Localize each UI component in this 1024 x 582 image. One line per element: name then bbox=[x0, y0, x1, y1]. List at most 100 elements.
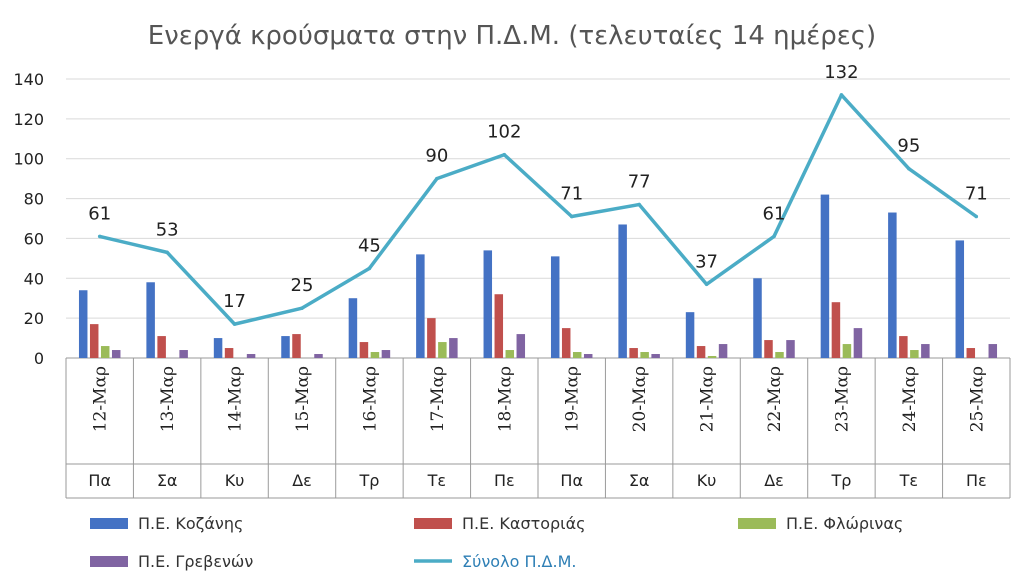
bar bbox=[314, 354, 323, 358]
legend-label: Π.Ε. Κοζάνης bbox=[138, 514, 243, 533]
bar-series bbox=[78, 194, 998, 358]
legend: Π.Ε. Κοζάνης Π.Ε. Καστοριάς Π.Ε. Φλώρινας Π… bbox=[90, 514, 903, 571]
bar bbox=[550, 256, 560, 358]
total-line bbox=[99, 93, 978, 326]
x-tick-label: 19-Μαρ bbox=[563, 366, 583, 432]
y-tick-label: 140 bbox=[13, 70, 44, 89]
y-tick-label: 0 bbox=[34, 349, 44, 368]
bar bbox=[281, 336, 290, 358]
bar bbox=[146, 282, 155, 358]
bar bbox=[629, 348, 638, 358]
bar bbox=[438, 342, 447, 358]
bar bbox=[494, 294, 504, 358]
bar bbox=[224, 348, 234, 358]
legend-label: Π.Ε. Φλώρινας bbox=[786, 514, 903, 533]
x-tick-label: 20-Μαρ bbox=[630, 366, 650, 432]
bar bbox=[157, 336, 166, 358]
x-day-label: Δε bbox=[764, 471, 784, 490]
bar bbox=[910, 350, 919, 358]
x-tick-label: 22-Μαρ bbox=[765, 366, 785, 432]
data-label: 95 bbox=[897, 136, 920, 157]
x-day-label: Τρ bbox=[830, 471, 851, 490]
y-tick-label: 100 bbox=[13, 150, 44, 169]
x-day-label: Πε bbox=[966, 471, 987, 490]
bar bbox=[988, 344, 998, 358]
y-tick-label: 40 bbox=[24, 269, 44, 288]
chart-title: Ενεργά κρούσματα στην Π.Δ.Μ. (τελευταίες… bbox=[148, 21, 876, 51]
bar bbox=[820, 194, 830, 358]
bar bbox=[955, 240, 965, 358]
bar bbox=[179, 350, 188, 358]
x-day-label: Δε bbox=[292, 471, 312, 490]
bar bbox=[246, 354, 256, 358]
line-point bbox=[502, 152, 507, 157]
bar bbox=[707, 356, 717, 358]
bar bbox=[753, 278, 762, 358]
data-label: 37 bbox=[695, 251, 718, 272]
line-point bbox=[569, 214, 574, 219]
legend-swatch bbox=[90, 518, 128, 529]
bar bbox=[561, 328, 571, 358]
bar bbox=[696, 346, 706, 358]
gridlines bbox=[66, 78, 1010, 319]
line-point bbox=[637, 202, 641, 207]
line-point bbox=[839, 93, 844, 97]
x-day-label: Τρ bbox=[358, 471, 379, 490]
x-tick-label: 18-Μαρ bbox=[495, 366, 515, 432]
line-point bbox=[367, 266, 372, 271]
x-day-label: Κυ bbox=[225, 471, 245, 490]
data-label: 71 bbox=[560, 184, 583, 205]
data-label: 17 bbox=[223, 291, 246, 312]
x-tick-label: 14-Μαρ bbox=[226, 366, 246, 432]
x-tick-label: 25-Μαρ bbox=[967, 366, 987, 432]
bar bbox=[651, 354, 660, 358]
line-point bbox=[300, 306, 304, 310]
bar bbox=[718, 344, 728, 358]
legend-swatch bbox=[414, 518, 452, 529]
bar bbox=[449, 338, 458, 358]
bar bbox=[764, 340, 773, 358]
line-point bbox=[232, 322, 237, 326]
data-labels: 61 53 17 25 45 90 102 71 77 37 61 132 95 71 bbox=[88, 62, 987, 312]
bar bbox=[78, 290, 88, 358]
x-day-label: Τε bbox=[427, 471, 446, 490]
bar bbox=[213, 338, 223, 358]
data-label: 132 bbox=[824, 62, 858, 83]
x-tick-label: 17-Μαρ bbox=[428, 366, 448, 432]
bar bbox=[416, 254, 425, 358]
line-point bbox=[704, 282, 709, 287]
bar bbox=[853, 328, 863, 358]
bar bbox=[483, 250, 493, 358]
x-tick-label: 21-Μαρ bbox=[698, 366, 718, 432]
x-axis: 12-Μαρ Πα 13-Μαρ Σα 14-Μαρ Κυ 15-Μαρ Δε 16-Μαρ Τρ… bbox=[65, 357, 1011, 499]
bar bbox=[888, 212, 897, 358]
data-label: 102 bbox=[487, 122, 521, 143]
data-label: 90 bbox=[425, 146, 448, 167]
line-point bbox=[97, 234, 102, 239]
x-day-label: Κυ bbox=[697, 471, 717, 490]
bar bbox=[359, 342, 369, 358]
y-tick-label: 80 bbox=[24, 190, 44, 209]
legend-swatch bbox=[738, 518, 776, 529]
bar bbox=[966, 348, 976, 358]
bar bbox=[292, 334, 301, 358]
bar bbox=[427, 318, 436, 358]
line-point bbox=[974, 214, 979, 219]
line-point bbox=[907, 166, 911, 171]
data-label: 25 bbox=[291, 275, 314, 296]
line-point bbox=[165, 250, 169, 255]
x-day-label: Σα bbox=[157, 471, 178, 490]
bar bbox=[831, 302, 841, 358]
bar bbox=[618, 224, 627, 358]
bar bbox=[921, 344, 930, 358]
bar bbox=[899, 336, 908, 358]
bar bbox=[775, 352, 784, 358]
y-tick-label: 120 bbox=[13, 110, 44, 129]
data-label: 53 bbox=[156, 219, 179, 240]
bar bbox=[505, 350, 515, 358]
data-label: 61 bbox=[763, 203, 786, 224]
bar bbox=[516, 334, 526, 358]
data-label: 61 bbox=[88, 203, 111, 224]
bar bbox=[381, 350, 391, 358]
data-label: 77 bbox=[628, 172, 651, 193]
